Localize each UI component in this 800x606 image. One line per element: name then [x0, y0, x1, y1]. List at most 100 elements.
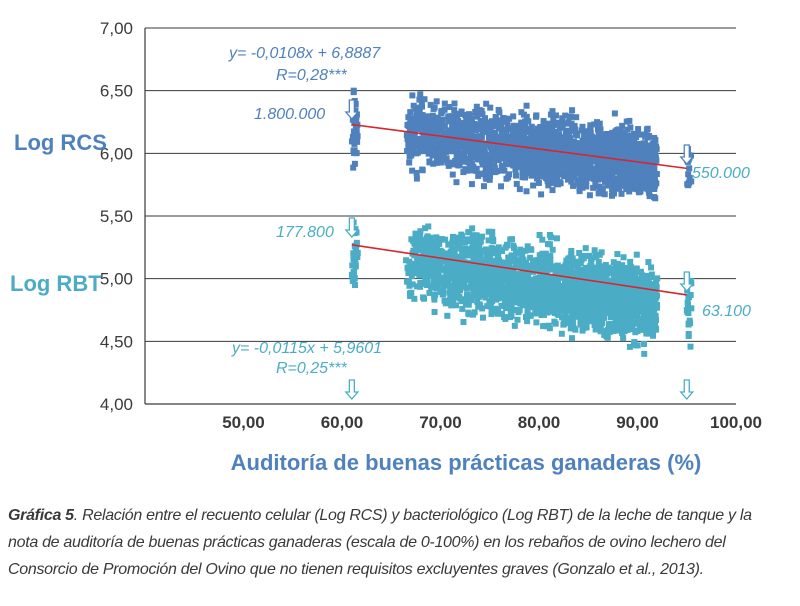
scatter-point — [480, 278, 487, 285]
scatter-point — [440, 152, 447, 159]
scatter-point — [516, 186, 523, 193]
scatter-point — [646, 193, 653, 200]
scatter-point — [620, 135, 627, 142]
scatter-point — [624, 288, 631, 295]
scatter-point — [416, 96, 423, 103]
scatter-point — [552, 320, 559, 327]
series-label-log-rbt: Log RBT — [10, 271, 102, 296]
scatter-point — [416, 243, 423, 250]
scatter-point — [620, 319, 627, 326]
scatter-point — [616, 130, 623, 137]
scatter-point — [481, 170, 488, 177]
scatter-point — [597, 307, 604, 314]
scatter-point — [609, 189, 616, 196]
scatter-point — [453, 302, 460, 309]
scatter-point — [540, 120, 547, 127]
scatter-point — [570, 174, 577, 181]
scatter-point — [596, 183, 603, 190]
scatter-point — [592, 301, 599, 308]
scatter-point — [420, 253, 427, 260]
scatter-point — [649, 141, 656, 148]
scatter-point — [433, 147, 440, 154]
scatter-point — [652, 147, 659, 154]
scatter-point — [567, 127, 574, 134]
y-tick-label: 7,00 — [100, 19, 133, 38]
scatter-point — [445, 162, 452, 169]
scatter-point — [479, 274, 486, 281]
scatter-point — [505, 161, 512, 168]
scatter-point — [464, 156, 471, 163]
scatter-point — [458, 255, 465, 262]
scatter-point — [600, 302, 607, 309]
scatter-point — [541, 253, 548, 260]
scatter-point — [594, 290, 601, 297]
scatter-point — [503, 175, 510, 182]
scatter-point — [512, 166, 519, 173]
scatter-point — [559, 115, 566, 122]
scatter-point — [407, 262, 414, 269]
scatter-point — [607, 162, 614, 169]
scatter-point — [510, 113, 517, 120]
caption-text: . Relación entre el recuento celular (Lo… — [8, 507, 752, 578]
scatter-point — [549, 108, 556, 115]
scatter-point — [473, 289, 480, 296]
scatter-point — [454, 288, 461, 295]
scatter-point — [504, 140, 511, 147]
scatter-point — [467, 263, 474, 270]
scatter-point — [627, 171, 634, 178]
scatter-point — [474, 268, 481, 275]
scatter-point — [417, 228, 424, 235]
scatter-point — [450, 130, 457, 137]
y-tick-label: 4,50 — [100, 332, 133, 351]
scatter-point — [579, 267, 586, 274]
scatter-point — [562, 294, 569, 301]
scatter-point — [556, 306, 563, 313]
scatter-point — [554, 274, 561, 281]
scatter-point — [479, 282, 486, 289]
scatter-point — [535, 295, 542, 302]
scatter-point — [448, 302, 455, 309]
scatter-point — [576, 278, 583, 285]
scatter-point — [489, 162, 496, 169]
scatter-point — [405, 142, 412, 149]
scatter-point — [418, 257, 425, 264]
scatter-point — [632, 183, 639, 190]
scatter-point — [508, 310, 515, 317]
scatter-point — [458, 296, 465, 303]
scatter-point — [463, 130, 470, 137]
scatter-point — [407, 109, 414, 116]
scatter-point — [548, 274, 555, 281]
scatter-point — [442, 300, 449, 307]
scatter-point — [644, 306, 651, 313]
scatter-point — [423, 123, 430, 130]
scatter-point — [641, 340, 648, 347]
scatter-point — [635, 294, 642, 301]
scatter-point — [485, 154, 492, 161]
scatter-point — [413, 169, 420, 176]
scatter-point — [613, 144, 620, 151]
scatter-point — [524, 318, 531, 325]
scatter-point — [606, 328, 613, 335]
scatter-point — [460, 281, 467, 288]
scatter-point — [411, 260, 418, 267]
scatter-point — [489, 249, 496, 256]
scatter-point — [605, 140, 612, 147]
scatter-point — [617, 324, 624, 331]
scatter-point — [458, 153, 465, 160]
scatter-point — [425, 244, 432, 251]
scatter-point — [498, 183, 505, 190]
scatter-point — [631, 299, 638, 306]
scatter-point — [486, 257, 493, 264]
scatter-point — [544, 309, 551, 316]
scatter-point — [547, 160, 554, 167]
scatter-point — [546, 302, 553, 309]
scatter-point — [687, 343, 694, 350]
scatter-point — [652, 155, 659, 162]
scatter-point — [602, 161, 609, 168]
scatter-point — [549, 297, 556, 304]
scatter-point — [650, 176, 657, 183]
scatter-point — [533, 257, 540, 264]
scatter-point — [577, 260, 584, 267]
scatter-point — [573, 313, 580, 320]
scatter-point — [413, 112, 420, 119]
